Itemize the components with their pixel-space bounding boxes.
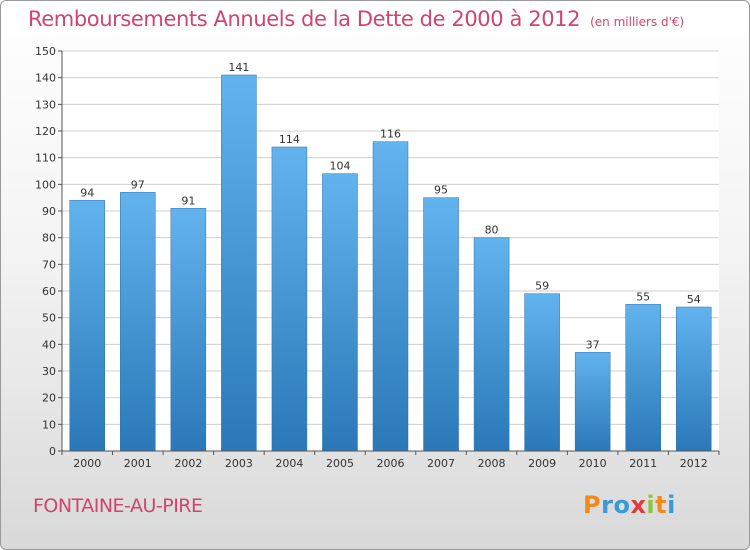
- y-tick-label: 130: [35, 98, 56, 111]
- x-tick-label: 2001: [124, 457, 152, 470]
- data-label: 59: [535, 280, 549, 293]
- x-tick-label: 2006: [377, 457, 405, 470]
- y-tick-label: 140: [35, 72, 56, 85]
- bar: [271, 146, 308, 452]
- proxiti-logo: Proxiti: [583, 491, 676, 519]
- bar: [574, 352, 611, 452]
- y-tick-label: 20: [42, 392, 56, 405]
- x-tick-label: 2009: [528, 457, 556, 470]
- x-tick-label: 2003: [225, 457, 253, 470]
- logo-letter: i: [667, 491, 676, 519]
- logo-letter: P: [583, 491, 602, 519]
- bar: [120, 192, 156, 452]
- y-tick-label: 50: [42, 312, 56, 325]
- bar: [170, 208, 207, 452]
- logo-letter: t: [655, 491, 668, 519]
- x-tick-label: 2002: [174, 457, 202, 470]
- y-tick-label: 150: [35, 45, 56, 58]
- x-tick-label: 2005: [326, 457, 354, 470]
- bar: [69, 200, 106, 452]
- logo-letter: o: [613, 491, 631, 519]
- data-label: 104: [329, 160, 350, 173]
- data-label: 95: [434, 184, 448, 197]
- y-tick-label: 80: [42, 232, 56, 245]
- y-tick-label: 30: [42, 365, 56, 378]
- bar: [524, 293, 560, 452]
- x-tick-label: 2010: [579, 457, 607, 470]
- bar: [423, 197, 459, 452]
- logo-letter: i: [646, 491, 656, 519]
- y-tick-label: 60: [42, 285, 56, 298]
- chart-title: Remboursements Annuels de la Dette de 20…: [28, 7, 684, 31]
- y-tick-label: 40: [42, 338, 56, 351]
- bar: [625, 304, 661, 452]
- bar: [473, 237, 510, 452]
- bar: [372, 141, 409, 452]
- y-tick-label: 0: [49, 445, 56, 458]
- y-tick-label: 120: [35, 125, 56, 138]
- logo-letter: r: [601, 491, 614, 519]
- y-tick-label: 100: [35, 178, 56, 191]
- data-label: 55: [636, 290, 650, 303]
- bar: [221, 74, 257, 452]
- data-label: 97: [131, 178, 145, 191]
- data-label: 54: [687, 293, 701, 306]
- data-label: 141: [228, 61, 249, 74]
- y-tick-label: 70: [42, 258, 56, 271]
- data-label: 94: [80, 186, 94, 199]
- data-label: 116: [380, 128, 401, 141]
- data-label: 80: [485, 224, 499, 237]
- bar: [322, 173, 358, 452]
- bar: [675, 306, 712, 452]
- title-text: Remboursements Annuels de la Dette de 20…: [28, 7, 581, 31]
- data-label: 37: [586, 338, 600, 351]
- x-tick-label: 2007: [427, 457, 455, 470]
- data-label: 114: [279, 133, 300, 146]
- data-label: 91: [181, 194, 195, 207]
- x-tick-label: 2004: [275, 457, 303, 470]
- x-tick-label: 2008: [478, 457, 506, 470]
- y-tick-label: 110: [35, 152, 56, 165]
- logo-letter: x: [630, 491, 647, 519]
- x-tick-label: 2012: [680, 457, 708, 470]
- x-tick-label: 2011: [629, 457, 657, 470]
- y-tick-label: 90: [42, 205, 56, 218]
- y-tick-label: 10: [42, 418, 56, 431]
- x-tick-label: 2000: [73, 457, 101, 470]
- town-name: FONTAINE-AU-PIRE: [33, 495, 203, 517]
- chart-subtitle: (en milliers d'€): [590, 15, 685, 29]
